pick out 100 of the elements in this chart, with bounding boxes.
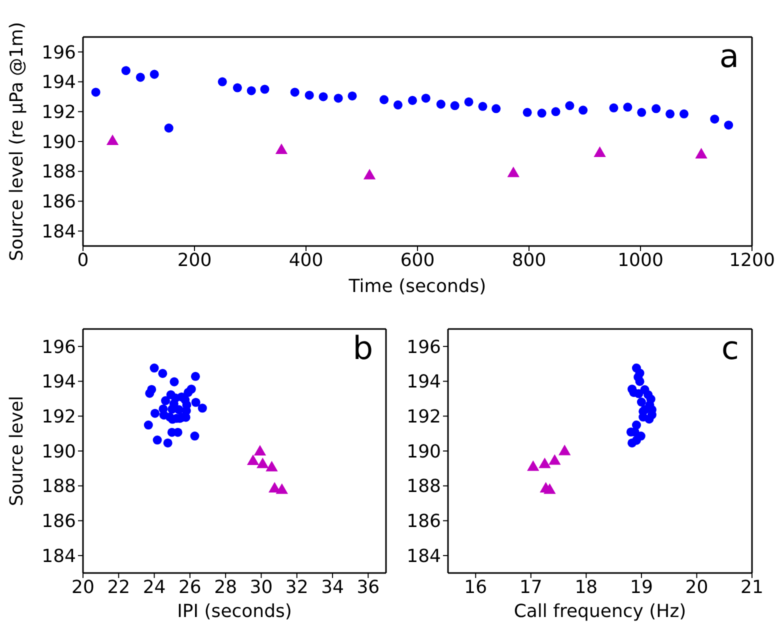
y-tick-label: 184 [406, 546, 441, 567]
x-tick-label: 600 [400, 250, 435, 271]
y-tick-label: 190 [42, 132, 76, 153]
point [198, 404, 207, 413]
point [191, 398, 200, 407]
point [507, 166, 520, 178]
annotation: b [352, 329, 373, 367]
point [276, 483, 288, 494]
point [652, 104, 661, 114]
point [623, 102, 632, 112]
point [152, 436, 162, 445]
x-tick-label: 34 [321, 576, 344, 598]
y-tick-label: 184 [42, 221, 76, 242]
point [246, 454, 260, 465]
point [91, 88, 100, 97]
point [136, 72, 145, 82]
point [150, 70, 159, 79]
point [304, 90, 314, 100]
point [544, 483, 556, 494]
y-axis-title: Source level (re μPa @1m) [6, 22, 28, 262]
point [565, 101, 574, 110]
point [666, 109, 675, 118]
point [190, 372, 200, 381]
point [163, 438, 172, 448]
point [538, 458, 551, 468]
y-tick-label: 196 [42, 42, 76, 64]
y-tick-label: 184 [42, 546, 76, 567]
point [158, 368, 168, 378]
point [144, 420, 153, 430]
point [636, 398, 646, 407]
point [121, 66, 130, 76]
point [266, 460, 278, 472]
point [218, 77, 227, 86]
y-tick-label: 192 [406, 406, 441, 428]
point [527, 460, 540, 471]
point [164, 124, 174, 133]
y-tick-label: 186 [42, 192, 76, 213]
point [275, 143, 288, 154]
x-tick-label: 20 [685, 576, 708, 598]
point [150, 408, 160, 418]
point [256, 458, 269, 468]
annotation: a [719, 37, 739, 75]
x-tick-label: 17 [519, 576, 542, 598]
x-tick-label: 24 [142, 576, 166, 598]
y-tick-label: 186 [406, 511, 441, 532]
y-tick-label: 194 [42, 372, 76, 393]
point [290, 88, 300, 97]
x-tick-label: 22 [107, 576, 130, 598]
y-tick-label: 190 [406, 441, 441, 462]
point [334, 94, 343, 103]
point [450, 101, 460, 110]
point [161, 396, 170, 406]
y-tick-label: 196 [42, 336, 76, 358]
point [478, 102, 488, 111]
point [695, 148, 708, 158]
point [254, 445, 266, 456]
point [145, 388, 154, 398]
y-tick-label: 192 [42, 406, 76, 428]
x-tick-label: 20 [72, 576, 94, 598]
x-axis-title: IPI (seconds) [177, 601, 292, 622]
point [548, 454, 561, 465]
point [170, 377, 179, 386]
x-tick-label: 26 [178, 576, 202, 598]
point [318, 92, 328, 102]
point [246, 86, 256, 96]
point [492, 104, 501, 114]
point [393, 100, 402, 110]
point [363, 168, 376, 180]
point [644, 414, 654, 424]
point [464, 97, 474, 106]
point [421, 94, 430, 103]
point [637, 108, 646, 117]
y-tick-label: 194 [406, 372, 441, 393]
y-axis-title: Source level [6, 396, 28, 506]
point [190, 432, 200, 441]
x-tick-label: 16 [464, 576, 488, 598]
point [184, 388, 193, 397]
point [537, 108, 546, 118]
annotation: c [721, 329, 739, 367]
y-tick-label: 192 [42, 102, 76, 124]
point [609, 103, 618, 112]
x-tick-label: 21 [740, 576, 764, 598]
point [436, 100, 446, 109]
x-axis-title: Time (seconds) [348, 276, 486, 297]
y-tick-label: 188 [42, 476, 76, 498]
x-tick-label: 30 [250, 576, 273, 598]
point [348, 91, 357, 100]
y-tick-label: 188 [406, 476, 441, 498]
point [724, 120, 734, 130]
point [628, 438, 637, 448]
point [551, 107, 560, 116]
x-tick-label: 32 [285, 576, 308, 598]
y-tick-label: 194 [42, 72, 76, 94]
point [558, 444, 571, 456]
y-tick-label: 188 [42, 162, 76, 183]
point [578, 106, 588, 115]
point [106, 134, 119, 146]
x-tick-label: 19 [630, 576, 653, 598]
x-tick-label: 400 [288, 250, 324, 271]
x-tick-label: 18 [574, 576, 598, 598]
